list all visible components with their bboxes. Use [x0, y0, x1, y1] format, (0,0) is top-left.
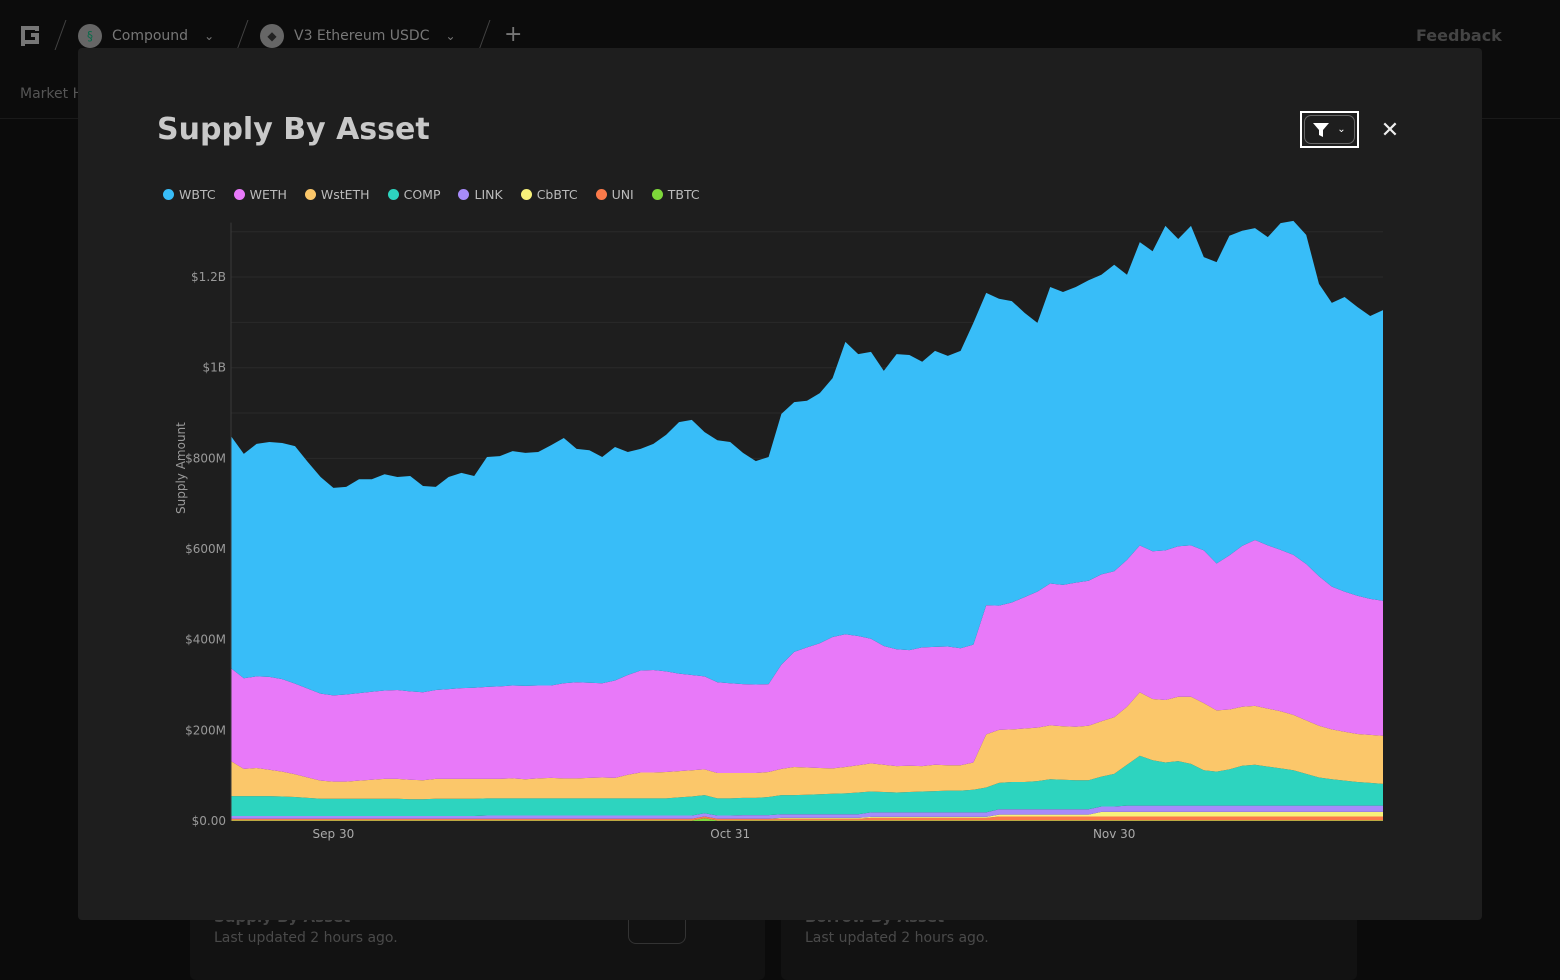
area-weth — [231, 539, 1383, 782]
app-logo[interactable] — [19, 24, 41, 48]
add-button[interactable]: + — [504, 22, 522, 47]
legend-label: UNI — [611, 187, 634, 202]
y-tick-label: $1.2B — [191, 270, 226, 284]
legend-label: WstETH — [320, 187, 370, 202]
plus-icon: + — [504, 22, 523, 47]
card-updated: Last updated 2 hours ago. — [214, 930, 398, 946]
y-axis-label: Supply Amount — [174, 422, 188, 514]
legend-item-wsteth[interactable]: WstETH — [304, 187, 370, 202]
market-selector[interactable]: ◆ V3 Ethereum USDC ⌄ — [260, 24, 456, 48]
feedback-label: Feedback — [1416, 26, 1502, 45]
x-tick-label: Oct 31 — [710, 827, 750, 841]
legend-dot-icon — [520, 189, 532, 200]
breadcrumb-separator — [54, 20, 67, 50]
filter-icon — [1313, 122, 1330, 137]
legend-dot-icon — [163, 189, 174, 200]
y-tick-label: $400M — [185, 633, 226, 647]
chevron-down-icon: ⌄ — [204, 29, 215, 43]
chevron-down-icon: ⌄ — [445, 29, 456, 43]
legend-dot-icon — [458, 189, 470, 200]
breadcrumb-separator — [236, 20, 249, 50]
close-icon: ✕ — [1380, 118, 1400, 143]
market-name: V3 Ethereum USDC — [294, 28, 430, 44]
y-tick-label: $1B — [202, 361, 226, 375]
legend-item-weth[interactable]: WETH — [233, 187, 287, 202]
x-tick-label: Nov 30 — [1093, 827, 1136, 841]
legend-item-uni[interactable]: UNI — [595, 187, 634, 202]
logo-icon — [21, 26, 39, 46]
modal-title: Supply By Asset — [157, 112, 430, 147]
legend-item-comp[interactable]: COMP — [387, 187, 441, 202]
legend-label: WBTC — [179, 187, 216, 202]
close-button[interactable]: ✕ — [1380, 118, 1400, 143]
legend-label: TBTC — [667, 187, 700, 202]
legend-item-link[interactable]: LINK — [458, 187, 503, 202]
legend-label: CbBTC — [536, 187, 578, 202]
area-uni — [231, 816, 1383, 821]
area-comp — [231, 755, 1383, 817]
y-tick-label: $800M — [185, 451, 226, 465]
card-updated: Last updated 2 hours ago. — [805, 930, 989, 946]
legend-dot-icon — [304, 189, 316, 200]
ethereum-icon: ◆ — [260, 24, 284, 48]
compound-icon: § — [78, 24, 102, 48]
legend-label: COMP — [403, 187, 441, 202]
supply-chart: $0.00 $200M $400M $600M $800M $1B $1.2B Sep 30 O… — [185, 220, 1383, 841]
feedback-button[interactable]: Feedback — [1416, 26, 1502, 45]
legend-dot-icon — [387, 189, 399, 200]
y-tick-label: $0.00 — [192, 814, 226, 828]
chevron-down-icon: ⌄ — [1337, 124, 1346, 135]
legend-item-wbtc[interactable]: WBTC — [163, 187, 216, 202]
area-tbtc — [231, 818, 1383, 821]
area-wsteth — [231, 692, 1383, 800]
y-tick-label: $600M — [185, 542, 226, 556]
protocol-selector[interactable]: § Compound ⌄ — [78, 24, 214, 48]
filter-button[interactable]: ⌄ — [1300, 111, 1359, 148]
tab-market-history[interactable]: Market H — [20, 86, 83, 102]
legend-dot-icon — [595, 189, 607, 200]
protocol-name: Compound — [112, 28, 189, 44]
chart-modal: $0.00 $200M $400M $600M $800M $1B $1.2B Sep 30 O… — [78, 48, 1482, 920]
x-tick-label: Sep 30 — [313, 827, 355, 841]
area-cbbtc — [231, 811, 1383, 819]
area-link — [231, 805, 1383, 819]
legend-label: LINK — [474, 187, 503, 202]
legend-label: WETH — [249, 187, 287, 202]
legend-item-cbbtc[interactable]: CbBTC — [520, 187, 578, 202]
chart-legend: WBTC WETH WstETH COMP LINK CbBTC UNI TBTC — [163, 187, 700, 202]
legend-item-tbtc[interactable]: TBTC — [651, 187, 700, 202]
breadcrumb-separator — [478, 20, 491, 50]
legend-dot-icon — [233, 189, 245, 200]
tab-label: Market H — [20, 86, 84, 102]
area-wbtc — [231, 220, 1383, 696]
legend-dot-icon — [651, 189, 663, 200]
y-tick-label: $200M — [185, 723, 226, 737]
